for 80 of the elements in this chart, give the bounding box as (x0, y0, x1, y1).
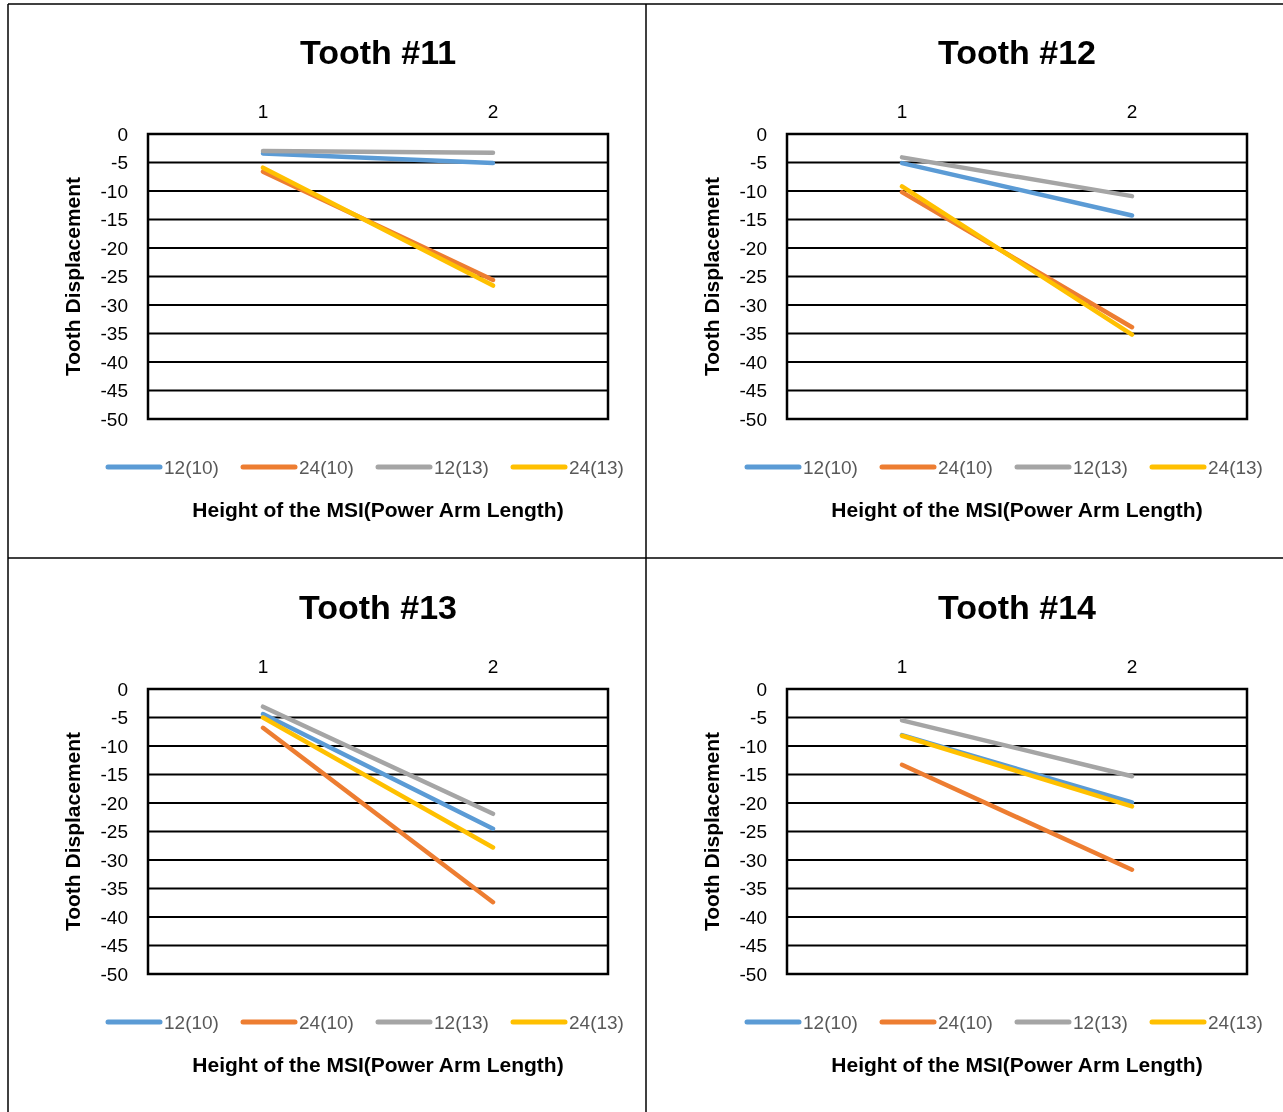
y-tick-label: 0 (117, 678, 128, 700)
x-tick-label: 2 (1126, 656, 1138, 677)
legend-label: 24(13) (569, 456, 624, 478)
y-tick-label: -40 (100, 906, 128, 928)
chart-title: Tooth #12 (937, 33, 1097, 71)
y-tick-label: -20 (100, 792, 128, 814)
legend-label: 12(10) (803, 456, 858, 478)
y-tick-label: -30 (100, 849, 128, 871)
y-tick-label: -25 (739, 821, 767, 843)
y-axis-title: Tooth Displacement (61, 731, 84, 932)
y-tick-label: 0 (117, 123, 128, 145)
y-tick-label: -45 (100, 380, 128, 402)
y-tick-label: -20 (739, 792, 767, 814)
y-tick-label: -45 (739, 935, 767, 957)
y-tick-label: -10 (100, 735, 128, 757)
legend-label: 12(13) (434, 456, 489, 478)
y-tick-label: -35 (739, 323, 767, 345)
legend-label: 12(10) (164, 456, 219, 478)
y-tick-label: -25 (100, 821, 128, 843)
y-tick-label: -40 (739, 906, 767, 928)
y-tick-label: -50 (100, 963, 128, 985)
y-tick-label: -50 (739, 408, 767, 430)
y-tick-label: -30 (100, 294, 128, 316)
chart-title: Tooth #14 (937, 588, 1097, 626)
y-tick-label: 0 (756, 678, 767, 700)
legend-label: 12(10) (164, 1011, 219, 1033)
y-tick-label: -15 (739, 764, 767, 786)
y-tick-label: -20 (100, 237, 128, 259)
y-tick-label: -50 (100, 408, 128, 430)
y-tick-label: -5 (750, 152, 767, 174)
legend-label: 24(10) (938, 456, 993, 478)
legend-label: 12(13) (1073, 1011, 1128, 1033)
x-tick-label: 1 (257, 101, 269, 122)
y-axis-title: Tooth Displacement (700, 731, 723, 932)
legend-label: 12(13) (1073, 456, 1128, 478)
y-tick-label: -40 (100, 351, 128, 373)
x-tick-label: 2 (487, 101, 499, 122)
legend-label: 24(13) (1208, 1011, 1263, 1033)
y-tick-label: -25 (100, 266, 128, 288)
y-tick-label: -5 (111, 152, 128, 174)
x-tick-label: 1 (257, 656, 269, 677)
y-tick-label: -45 (739, 380, 767, 402)
y-tick-label: -50 (739, 963, 767, 985)
y-axis-title: Tooth Displacement (700, 176, 723, 377)
y-tick-label: -35 (100, 878, 128, 900)
y-tick-label: -25 (739, 266, 767, 288)
y-tick-label: -35 (100, 323, 128, 345)
legend-label: 24(13) (569, 1011, 624, 1033)
y-tick-label: -10 (739, 735, 767, 757)
legend-label: 24(10) (299, 1011, 354, 1033)
legend-label: 24(10) (938, 1011, 993, 1033)
y-tick-label: -10 (739, 180, 767, 202)
y-tick-label: -15 (739, 209, 767, 231)
x-axis-title: Height of the MSI(Power Arm Length) (192, 498, 564, 521)
x-tick-label: 2 (487, 656, 499, 677)
y-tick-label: -10 (100, 180, 128, 202)
x-tick-label: 1 (896, 101, 908, 122)
chart-title: Tooth #11 (299, 33, 457, 71)
legend-label: 12(10) (803, 1011, 858, 1033)
legend-label: 24(13) (1208, 456, 1263, 478)
y-tick-label: -15 (100, 764, 128, 786)
chart-title: Tooth #13 (298, 588, 458, 626)
y-tick-label: -20 (739, 237, 767, 259)
x-axis-title: Height of the MSI(Power Arm Length) (192, 1053, 564, 1076)
legend-label: 12(13) (434, 1011, 489, 1033)
y-tick-label: -5 (750, 707, 767, 729)
x-axis-title: Height of the MSI(Power Arm Length) (831, 498, 1203, 521)
y-tick-label: -15 (100, 209, 128, 231)
y-tick-label: -45 (100, 935, 128, 957)
legend-label: 24(10) (299, 456, 354, 478)
x-tick-label: 2 (1126, 101, 1138, 122)
y-tick-label: 0 (756, 123, 767, 145)
y-axis-title: Tooth Displacement (61, 176, 84, 377)
x-tick-label: 1 (896, 656, 908, 677)
y-tick-label: -5 (111, 707, 128, 729)
x-axis-title: Height of the MSI(Power Arm Length) (831, 1053, 1203, 1076)
y-tick-label: -40 (739, 351, 767, 373)
y-tick-label: -35 (739, 878, 767, 900)
y-tick-label: -30 (739, 294, 767, 316)
y-tick-label: -30 (739, 849, 767, 871)
